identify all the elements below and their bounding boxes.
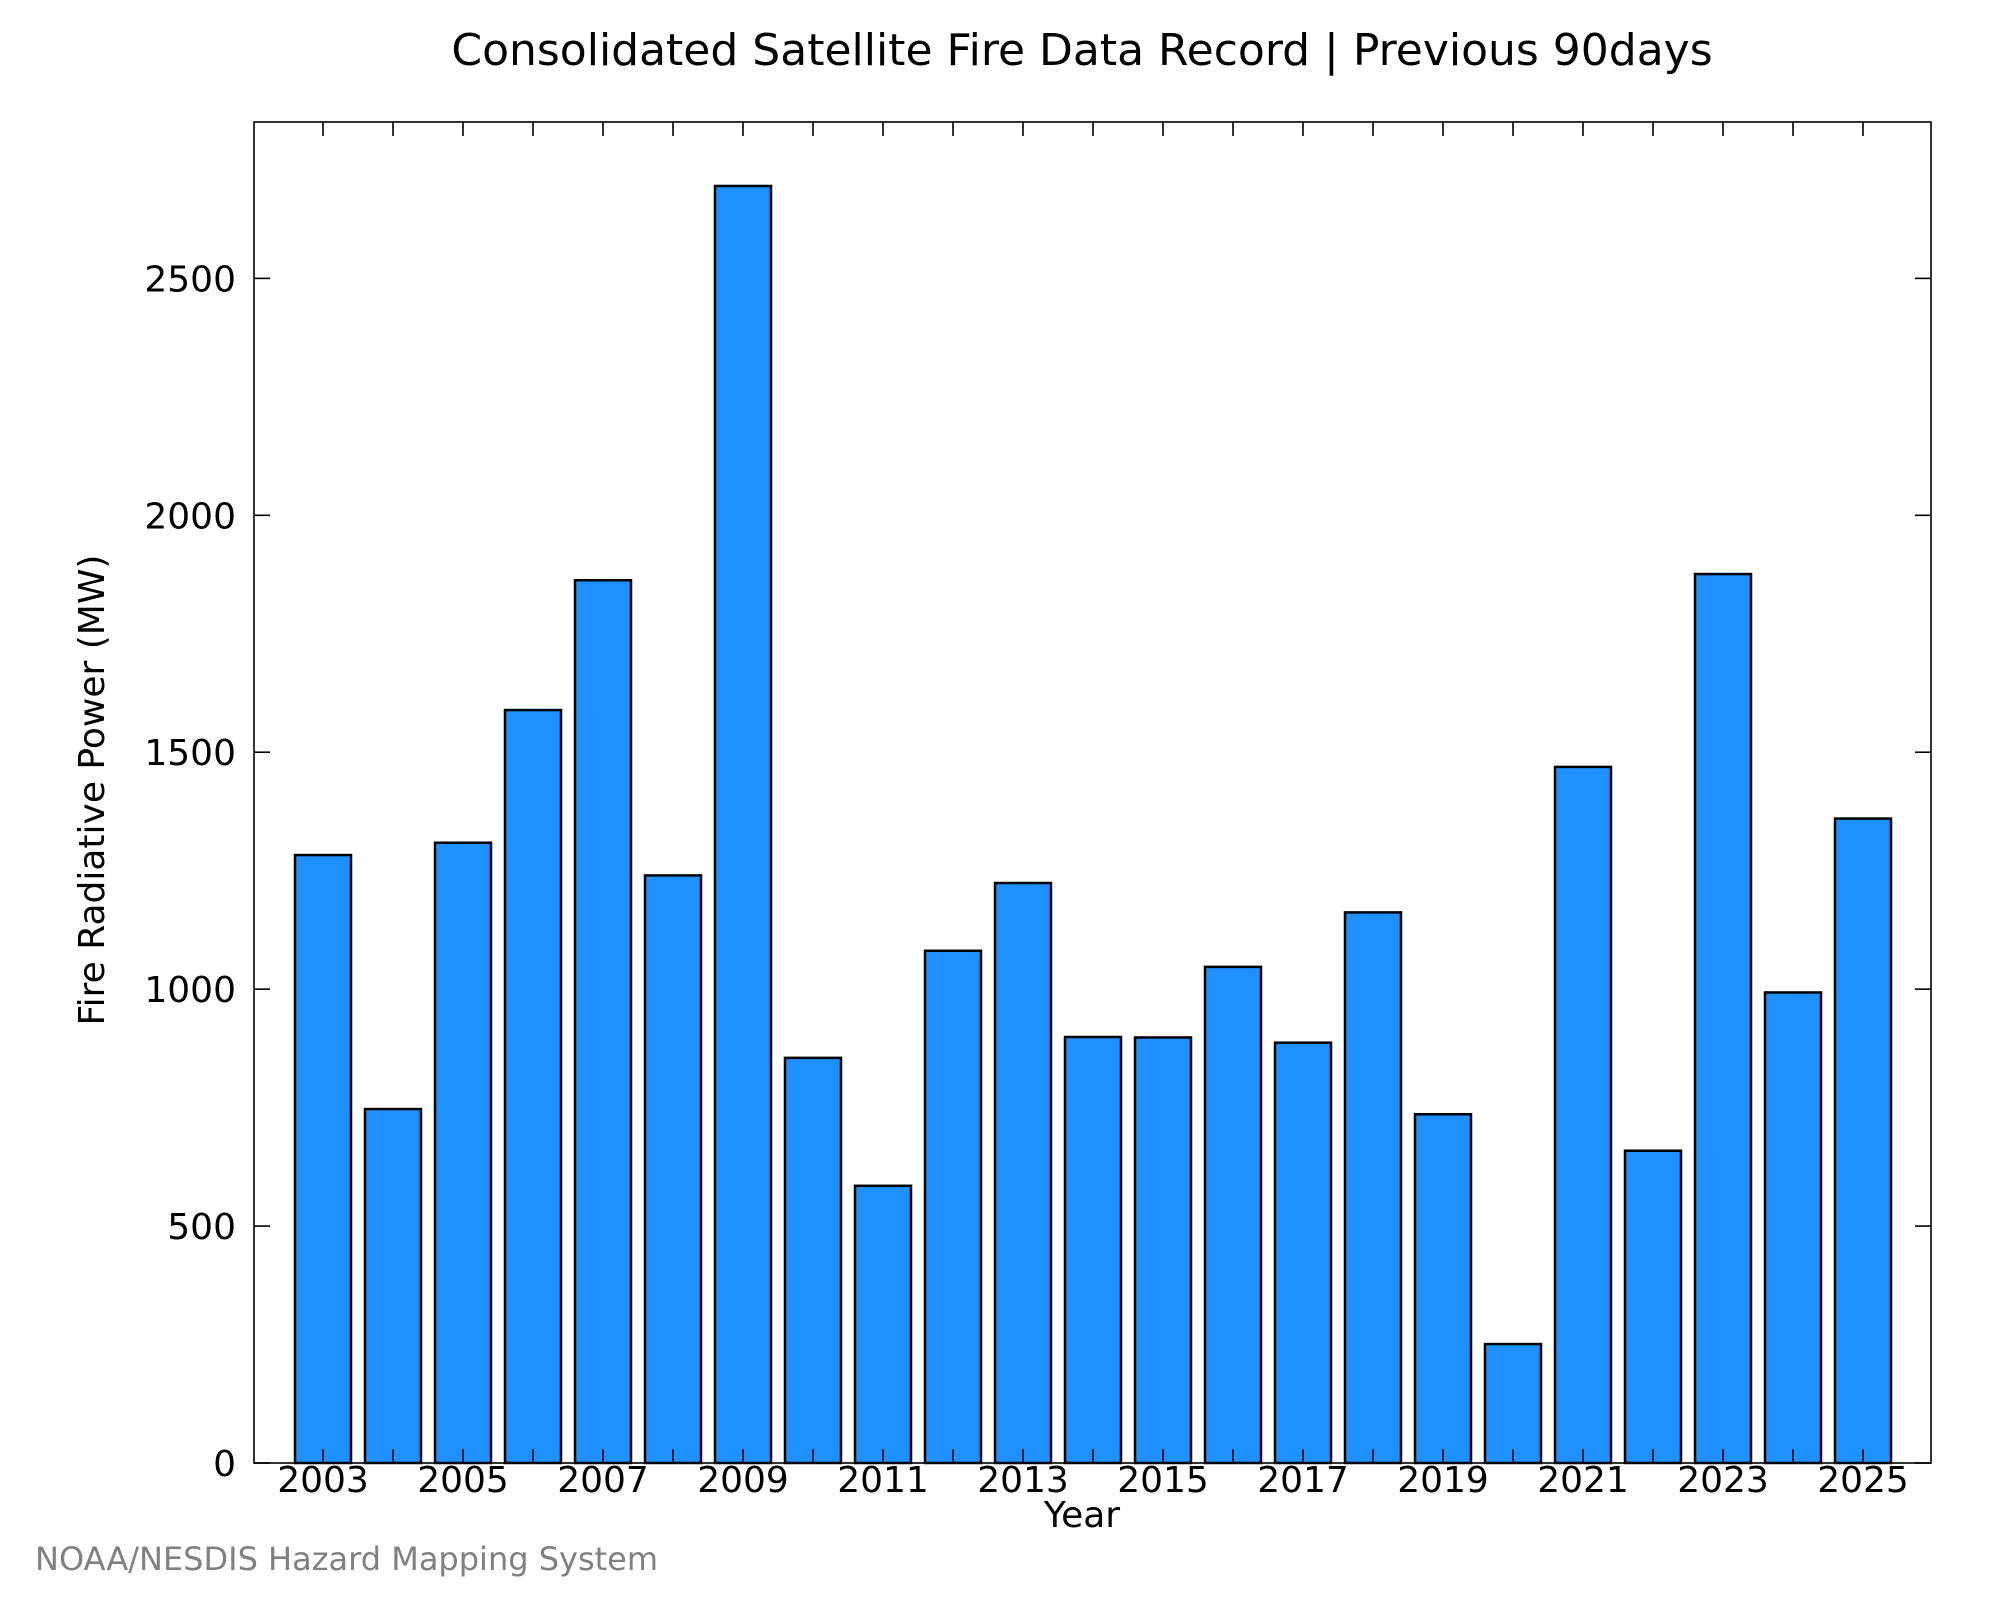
bar-2011 xyxy=(853,1184,913,1465)
y-tick-label: 1000 xyxy=(144,970,236,1011)
x-tick-label: 2017 xyxy=(1257,1460,1349,1501)
y-tick-label: 500 xyxy=(167,1207,236,1248)
bar-series xyxy=(293,184,1893,1465)
bar-2022 xyxy=(1623,1149,1683,1465)
bar-2019 xyxy=(1413,1112,1473,1465)
bar-2014 xyxy=(1063,1035,1123,1465)
bar-2023 xyxy=(1693,572,1753,1465)
bar-2024 xyxy=(1763,991,1823,1465)
x-tick-label: 2013 xyxy=(977,1460,1069,1501)
bar-2008 xyxy=(643,874,703,1465)
x-tick-label: 2007 xyxy=(557,1460,649,1501)
y-tick-label: 2000 xyxy=(144,496,236,537)
bar-2003 xyxy=(293,853,353,1465)
y-tick-label: 2500 xyxy=(144,259,236,300)
y-axis-ticks: 0 500 1000 1500 2000 2500 xyxy=(144,259,1931,1485)
x-tick-label: 2015 xyxy=(1117,1460,1209,1501)
x-tick-label: 2009 xyxy=(697,1460,789,1501)
x-tick-label: 2025 xyxy=(1817,1460,1909,1501)
bar-2004 xyxy=(363,1107,423,1465)
y-axis-label: Fire Radiative Power (MW) xyxy=(72,555,113,1026)
bar-2012 xyxy=(923,949,983,1465)
bar-2021 xyxy=(1553,765,1613,1465)
x-tick-label: 2021 xyxy=(1537,1460,1629,1501)
credit-text: NOAA/NESDIS Hazard Mapping System xyxy=(35,1540,658,1578)
x-axis-ticks: 2003 2005 2007 2009 2011 2013 2015 2017 2019 2021… xyxy=(277,122,1909,1501)
bar-2020 xyxy=(1483,1342,1543,1465)
bar-2007 xyxy=(573,578,633,1465)
y-tick-label: 0 xyxy=(213,1444,236,1485)
bar-2013 xyxy=(993,881,1053,1465)
x-tick-label: 2005 xyxy=(417,1460,509,1501)
bar-2018 xyxy=(1343,911,1403,1465)
bar-2009 xyxy=(713,184,773,1465)
x-axis-label: Year xyxy=(1043,1495,1120,1536)
bar-2010 xyxy=(783,1056,843,1465)
bar-2006 xyxy=(503,708,563,1465)
chart-title: Consolidated Satellite Fire Data Record … xyxy=(451,25,1712,76)
bar-2016 xyxy=(1203,965,1263,1465)
x-tick-label: 2011 xyxy=(837,1460,929,1501)
bar-2015 xyxy=(1133,1036,1193,1465)
bar-2025 xyxy=(1833,817,1893,1465)
bar-2005 xyxy=(433,841,493,1465)
x-tick-label: 2003 xyxy=(277,1460,369,1501)
x-tick-label: 2019 xyxy=(1397,1460,1489,1501)
bar-2017 xyxy=(1273,1041,1333,1465)
y-tick-label: 1500 xyxy=(144,733,236,774)
x-tick-label: 2023 xyxy=(1677,1460,1769,1501)
